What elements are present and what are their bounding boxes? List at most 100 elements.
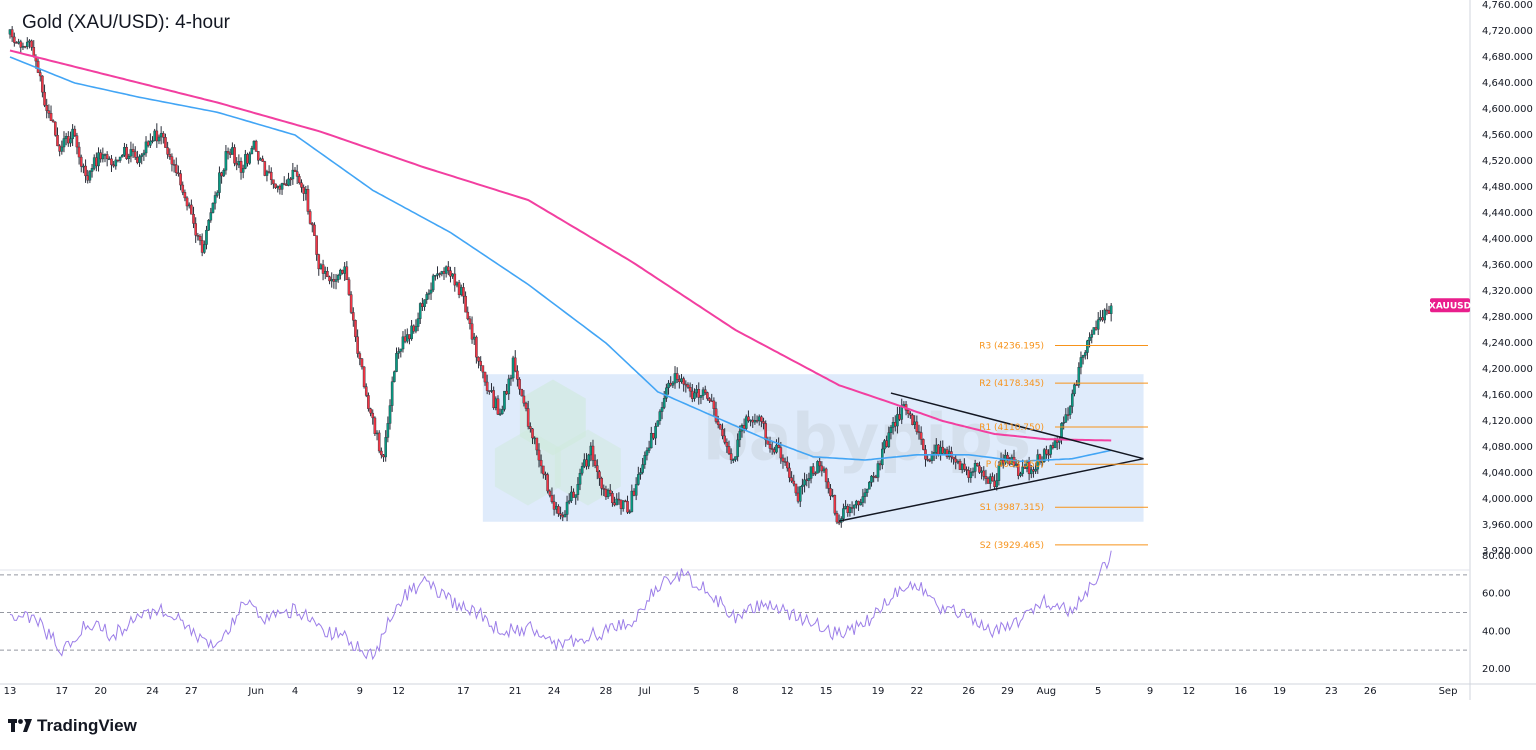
candle-body — [1086, 340, 1089, 353]
candle — [405, 328, 409, 344]
candle-body — [265, 171, 269, 176]
candle-body — [317, 254, 321, 270]
candle-body — [466, 311, 470, 320]
candle — [241, 164, 245, 179]
candle-body — [967, 470, 970, 478]
candle — [643, 451, 647, 469]
candle-body — [185, 197, 189, 207]
candle-body — [414, 326, 418, 332]
candle — [842, 503, 845, 522]
time-tick-label: Jul — [638, 686, 651, 697]
candle — [744, 414, 748, 431]
candle-body — [375, 432, 379, 435]
candle-body — [306, 189, 310, 212]
candle — [721, 423, 724, 440]
candle-body — [1006, 454, 1009, 459]
candle-body — [459, 287, 463, 295]
candle — [827, 478, 830, 494]
candle — [226, 147, 230, 160]
candle — [611, 490, 614, 507]
candle-body — [79, 156, 83, 167]
candle — [304, 185, 308, 201]
candle — [600, 476, 603, 496]
candle-body — [993, 480, 996, 487]
candle — [200, 233, 204, 257]
time-tick-label: 8 — [732, 686, 738, 697]
candle — [110, 155, 113, 173]
watermark-text: babypips — [703, 402, 1031, 476]
candle-body — [358, 353, 362, 359]
time-tick-label: 21 — [509, 686, 522, 697]
candle-body — [291, 169, 295, 180]
candle-body — [295, 171, 299, 177]
candle-body — [725, 442, 729, 447]
candle — [911, 413, 914, 426]
candle-body — [928, 460, 932, 462]
candle-body — [500, 409, 504, 415]
candle-body — [956, 460, 960, 463]
candle-body — [546, 474, 549, 492]
candle — [811, 463, 815, 476]
tradingview-logo[interactable]: TradingView — [8, 716, 137, 736]
candle — [861, 488, 865, 507]
candle-body — [97, 152, 100, 167]
candle-body — [982, 470, 986, 477]
candle — [1094, 320, 1098, 331]
candle-body — [282, 183, 286, 185]
candle-body — [1066, 414, 1070, 416]
candle-body — [863, 492, 867, 497]
candle — [952, 456, 955, 465]
candle — [872, 472, 875, 483]
candle — [881, 442, 884, 470]
candle — [369, 407, 372, 417]
candle-body — [1029, 469, 1033, 475]
candle — [285, 179, 288, 186]
candle-body — [168, 154, 172, 157]
candle — [336, 273, 340, 283]
candle — [837, 514, 841, 526]
candle-body — [280, 183, 284, 190]
candle-body — [693, 392, 696, 399]
candle-body — [276, 185, 280, 188]
candle-body — [25, 41, 29, 47]
candle-body — [529, 426, 532, 430]
candle-body — [205, 229, 208, 245]
pivot-level-label: P (4053.550) — [986, 460, 1044, 470]
candle-body — [945, 449, 949, 458]
candle-body — [298, 176, 301, 184]
candle — [660, 401, 664, 420]
candle-body — [652, 432, 655, 439]
candle — [207, 219, 210, 231]
candle — [194, 217, 197, 243]
ema-slow-line — [9, 49, 1112, 442]
candle-body — [576, 484, 580, 495]
candle-body — [310, 223, 314, 226]
candle — [807, 472, 811, 489]
candle-body — [1068, 406, 1072, 415]
candle-body — [857, 500, 860, 506]
candle-body — [1034, 468, 1037, 472]
candle-body — [783, 461, 787, 463]
candle — [319, 263, 323, 270]
candle-body — [801, 484, 804, 487]
candle-body — [231, 147, 234, 155]
candle — [563, 510, 567, 518]
candle — [455, 281, 459, 288]
candle — [565, 495, 569, 522]
candle — [10, 26, 14, 42]
rsi-tick-label: 20.00 — [1482, 664, 1511, 675]
candle — [1099, 310, 1102, 322]
candle — [919, 426, 923, 445]
candle — [328, 275, 331, 285]
candle — [671, 381, 675, 388]
price-chart[interactable]: babypips 4,760.000 4,720.000 4,680.000 4,640… — [0, 0, 1536, 710]
candle-body — [762, 421, 765, 424]
time-tick-label: 26 — [1364, 686, 1377, 697]
candle — [95, 152, 98, 172]
time-tick-label: 12 — [781, 686, 794, 697]
candle — [211, 202, 215, 214]
candle-body — [615, 498, 619, 506]
candle-body — [792, 480, 796, 485]
candle-body — [583, 459, 586, 467]
candle-body — [567, 500, 571, 503]
